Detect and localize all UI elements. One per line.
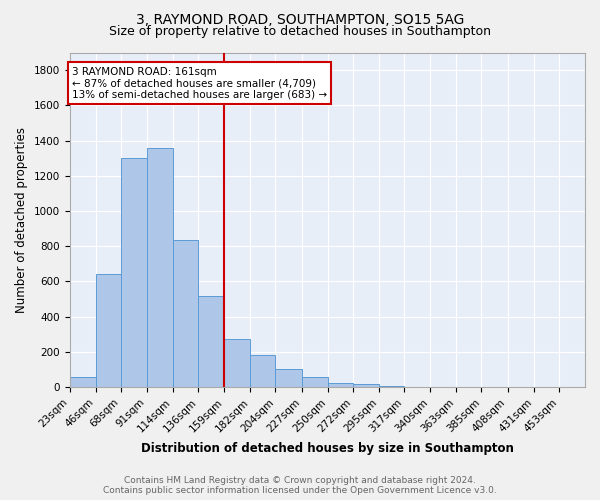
Text: Contains HM Land Registry data © Crown copyright and database right 2024.
Contai: Contains HM Land Registry data © Crown c… (103, 476, 497, 495)
Bar (121, 158, 147, 387)
Bar (353, 384, 379, 387)
Text: 3 RAYMOND ROAD: 161sqm
← 87% of detached houses are smaller (4,709)
13% of semi-: 3 RAYMOND ROAD: 161sqm ← 87% of detached… (72, 66, 327, 100)
Bar (250, 356, 275, 387)
Bar (224, 338, 250, 387)
Bar (275, 368, 302, 387)
Bar (302, 378, 328, 387)
Bar (379, 386, 404, 387)
Text: Size of property relative to detached houses in Southampton: Size of property relative to detached ho… (109, 25, 491, 38)
Bar (95, 274, 121, 387)
X-axis label: Distribution of detached houses by size in Southampton: Distribution of detached houses by size … (141, 442, 514, 455)
Bar (147, 148, 173, 387)
Bar (328, 382, 353, 387)
Y-axis label: Number of detached properties: Number of detached properties (15, 127, 28, 313)
Text: 3, RAYMOND ROAD, SOUTHAMPTON, SO15 5AG: 3, RAYMOND ROAD, SOUTHAMPTON, SO15 5AG (136, 12, 464, 26)
Bar (198, 296, 224, 387)
Bar (70, 378, 95, 387)
Bar (173, 240, 198, 387)
